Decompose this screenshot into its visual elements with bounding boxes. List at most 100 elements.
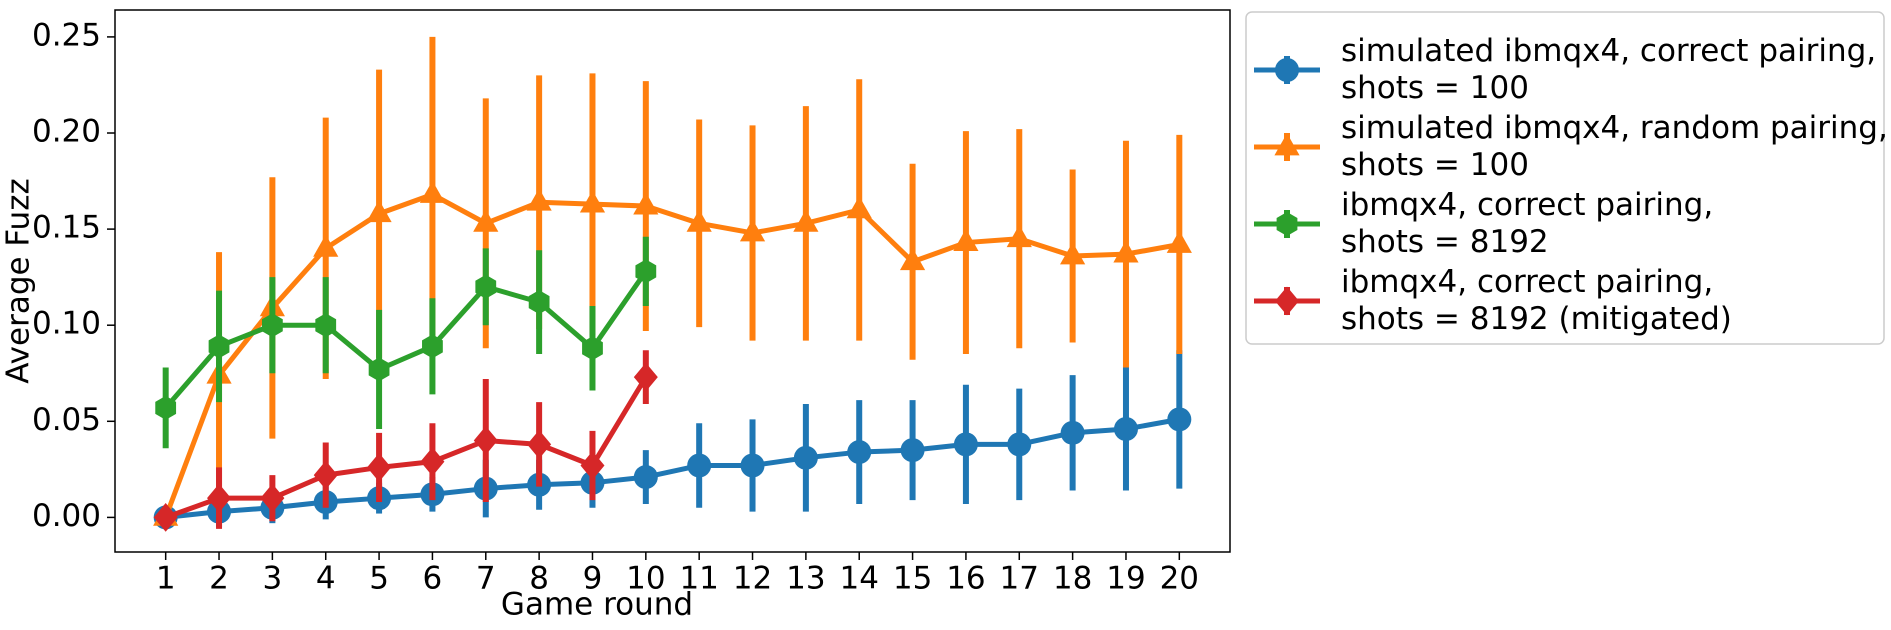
marker xyxy=(899,247,926,271)
legend-label: simulated ibmqx4, random pairing, shots =… xyxy=(1341,110,1888,183)
legend-label-line: shots = 8192 xyxy=(1341,224,1549,260)
legend: simulated ibmqx4, correct pairing, shots … xyxy=(1245,11,1888,345)
marker xyxy=(633,465,658,490)
series-line xyxy=(164,375,648,520)
x-tick-label: 20 xyxy=(1160,561,1199,597)
legend-label-line: shots = 8192 (mitigated) xyxy=(1341,301,1732,337)
plot xyxy=(153,36,1192,532)
marker xyxy=(579,190,606,213)
y-tick-label: 0.10 xyxy=(32,306,101,342)
marker xyxy=(580,451,605,480)
marker xyxy=(953,228,979,251)
legend-label-line: ibmqx4, correct pairing, xyxy=(1341,187,1713,223)
marker xyxy=(1276,212,1298,236)
marker xyxy=(368,357,390,382)
marker xyxy=(473,209,499,232)
marker xyxy=(633,192,659,215)
marker xyxy=(1060,242,1086,265)
marker xyxy=(419,180,446,203)
x-tick-label: 3 xyxy=(263,561,283,597)
marker xyxy=(633,362,658,392)
y-tick-label: 0.20 xyxy=(32,114,101,150)
x-tick-label: 1 xyxy=(156,561,176,597)
marker xyxy=(847,440,872,465)
marker xyxy=(261,313,283,338)
y-tick-label: 0.00 xyxy=(32,498,101,534)
marker xyxy=(1113,416,1138,441)
x-tick-label: 14 xyxy=(839,561,878,597)
x-tick-label: 19 xyxy=(1106,561,1145,597)
marker xyxy=(686,209,712,232)
x-tick-label: 5 xyxy=(369,561,389,597)
marker xyxy=(740,453,765,478)
marker xyxy=(582,336,603,361)
marker xyxy=(1006,224,1032,248)
x-tick-label: 15 xyxy=(893,561,932,597)
y-tick-label: 0.25 xyxy=(32,17,101,53)
marker xyxy=(846,196,872,219)
marker xyxy=(315,313,337,338)
y-tick-label: 0.05 xyxy=(32,402,101,438)
x-tick-label: 16 xyxy=(946,561,985,597)
marker xyxy=(153,503,178,532)
legend-label: simulated ibmqx4, correct pairing, shots … xyxy=(1341,33,1876,106)
marker xyxy=(420,447,445,477)
marker xyxy=(900,438,925,463)
x-tick-label: 2 xyxy=(209,561,229,597)
marker xyxy=(1167,407,1192,432)
x-tick-label: 4 xyxy=(316,561,336,597)
y-tick-label: 0.15 xyxy=(32,210,101,246)
marker xyxy=(739,219,766,242)
marker xyxy=(1275,286,1299,316)
x-tick-label: 7 xyxy=(476,561,496,597)
series-line xyxy=(163,269,648,410)
legend-label-line: ibmqx4, correct pairing, xyxy=(1341,264,1713,300)
marker xyxy=(366,199,392,223)
legend-label-line: simulated ibmqx4, random pairing, xyxy=(1341,110,1888,146)
x-tick-label: 18 xyxy=(1053,561,1092,597)
marker xyxy=(528,290,550,315)
marker xyxy=(953,432,978,457)
marker xyxy=(475,274,497,299)
legend-label-line: shots = 100 xyxy=(1341,70,1529,106)
marker xyxy=(635,259,657,284)
marker xyxy=(155,395,177,420)
legend-label-line: shots = 100 xyxy=(1341,147,1529,183)
x-tick-label: 17 xyxy=(1000,561,1039,597)
x-tick-label: 9 xyxy=(583,561,603,597)
marker xyxy=(422,334,443,359)
marker xyxy=(313,234,339,257)
marker xyxy=(687,453,712,478)
legend-box xyxy=(1245,11,1885,345)
series-line xyxy=(163,192,1180,519)
marker xyxy=(1166,230,1192,253)
marker xyxy=(527,429,552,459)
marker xyxy=(1007,432,1032,457)
marker xyxy=(313,460,338,490)
x-tick-label: 12 xyxy=(733,561,772,597)
legend-label: ibmqx4, correct pairing, shots = 8192 xyxy=(1341,187,1713,260)
marker xyxy=(260,483,285,513)
marker xyxy=(207,483,232,513)
x-tick-label: 11 xyxy=(679,561,718,597)
marker xyxy=(208,334,230,359)
marker xyxy=(526,188,552,211)
x-tick-label: 10 xyxy=(626,561,665,597)
legend-label: ibmqx4, correct pairing, shots = 8192 (mi… xyxy=(1341,264,1732,337)
x-tick-label: 6 xyxy=(423,561,443,597)
marker xyxy=(793,209,819,232)
marker xyxy=(367,453,392,482)
marker xyxy=(1275,58,1299,82)
marker xyxy=(1274,133,1300,156)
marker xyxy=(473,426,498,455)
marker xyxy=(1060,420,1085,445)
marker xyxy=(1113,240,1139,263)
marker xyxy=(793,445,818,470)
x-tick-label: 13 xyxy=(786,561,825,597)
plot-frame xyxy=(114,9,1231,553)
x-axis-label: Game round xyxy=(501,587,693,623)
x-tick-label: 8 xyxy=(529,561,549,597)
legend-label-line: simulated ibmqx4, correct pairing, xyxy=(1341,33,1876,69)
y-axis-label: Average Fuzz xyxy=(1,178,37,383)
